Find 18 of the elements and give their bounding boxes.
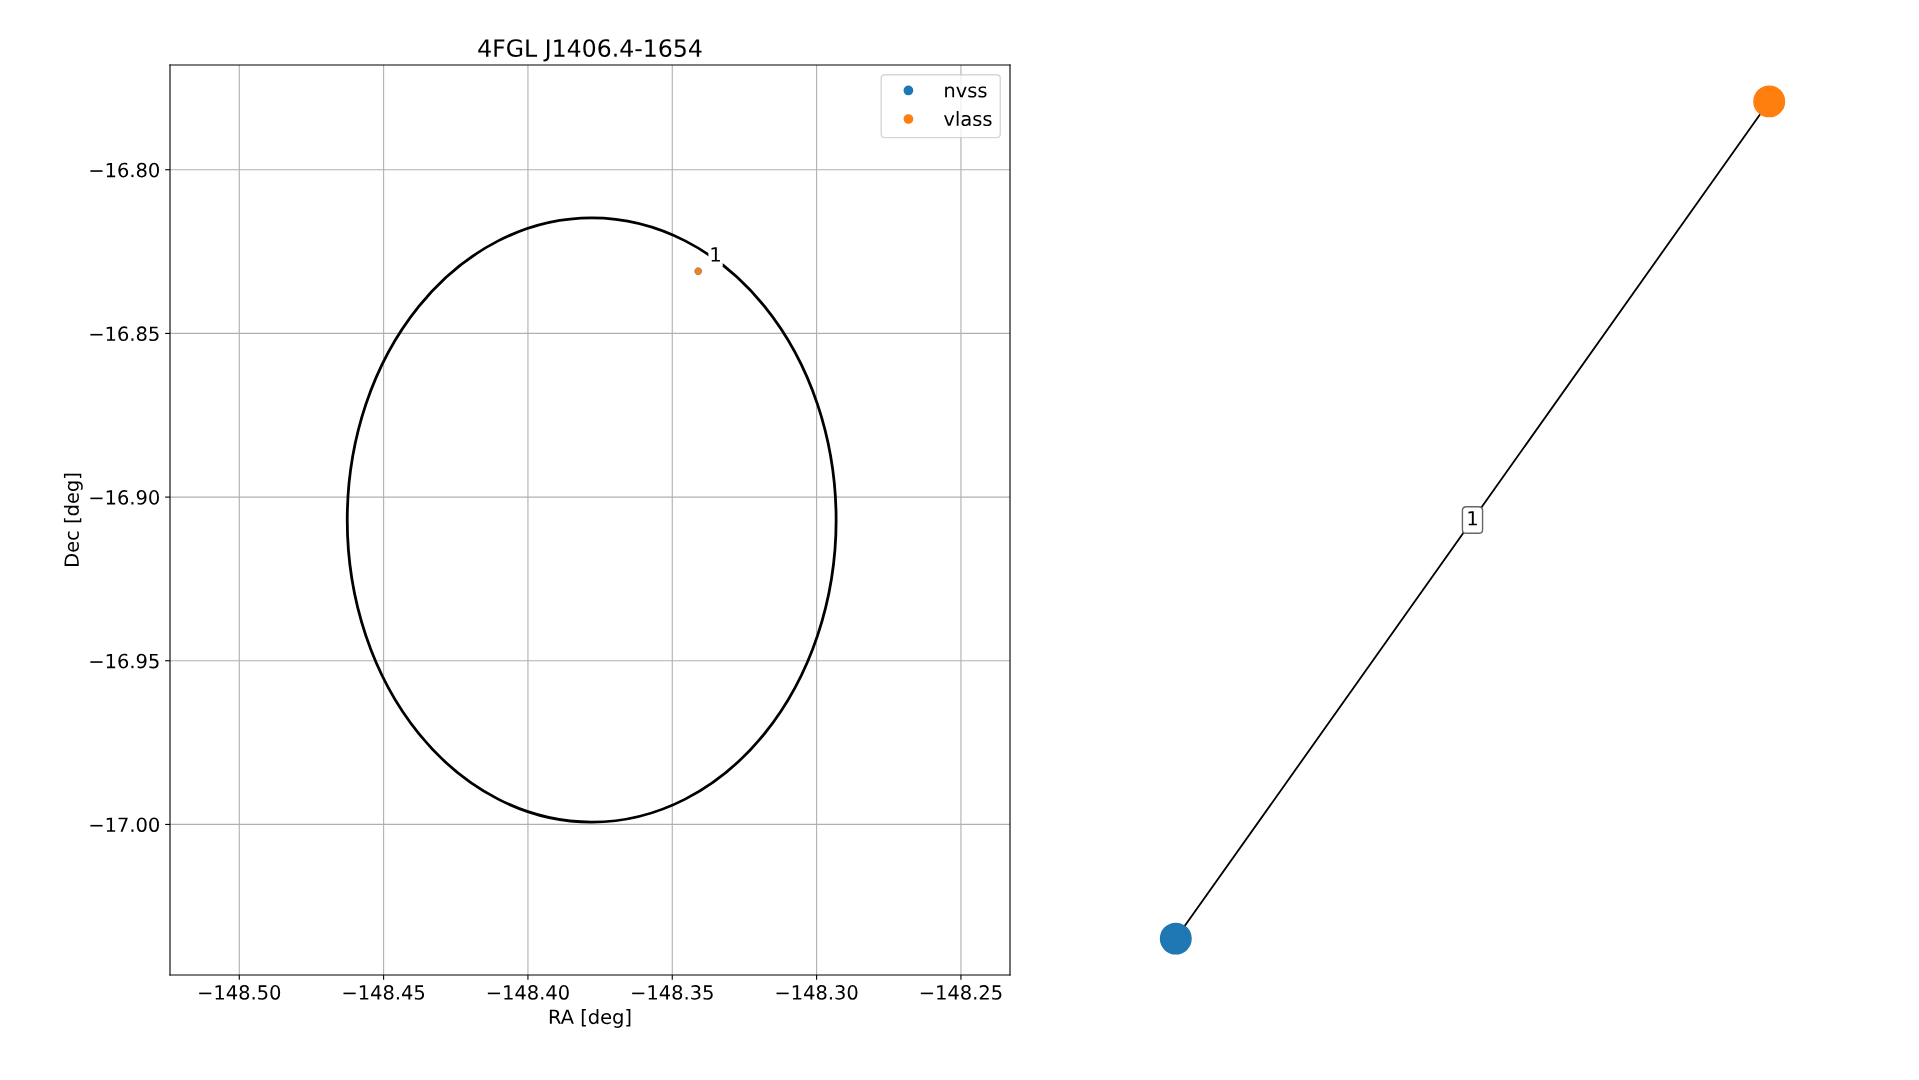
y-tick-label: −16.90 [90, 490, 159, 505]
legend-label: vlass [944, 111, 992, 127]
x-axis-title: RA [deg] [549, 1009, 631, 1028]
y-tick-label: −16.95 [90, 653, 159, 669]
chart-title: 4FGL J1406.4-1654 [478, 39, 702, 62]
x-tick-label: −148.50 [199, 985, 281, 1000]
x-tick-label: −148.35 [632, 985, 713, 1000]
y-tick-label: −17.00 [90, 817, 159, 833]
x-tick-label: −148.25 [920, 985, 1002, 1000]
legend-label: nvss [945, 86, 987, 98]
y-tick-label: −16.85 [90, 326, 159, 342]
y-axis-title: Dec [deg] [63, 473, 83, 566]
y-tick-label: −16.80 [90, 162, 159, 178]
x-tick-label: −148.45 [343, 985, 425, 1000]
text: 1 [1468, 511, 1477, 526]
x-tick-label: −148.40 [487, 985, 569, 1000]
annotation: 1 [711, 247, 720, 262]
x-tick-label: −148.30 [776, 985, 858, 1000]
